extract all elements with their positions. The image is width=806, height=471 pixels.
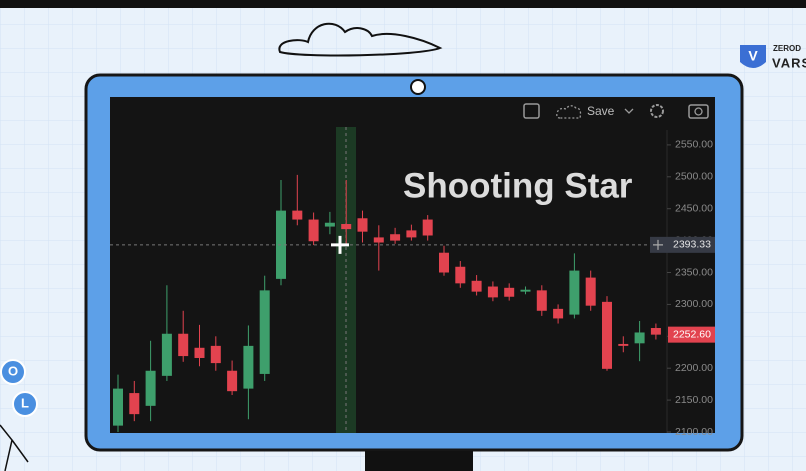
candle-body bbox=[243, 345, 254, 389]
candle-body bbox=[602, 301, 612, 369]
candle-body bbox=[536, 290, 547, 311]
candle-body bbox=[504, 287, 515, 297]
candle-body bbox=[585, 277, 596, 306]
cloud-icon[interactable] bbox=[556, 105, 582, 119]
badge-label: L bbox=[21, 395, 29, 410]
toolbar: Save bbox=[523, 103, 709, 119]
candle-body bbox=[178, 333, 189, 357]
candle-body bbox=[341, 224, 352, 230]
candle-body bbox=[194, 347, 205, 358]
logo-bottom: VARS bbox=[772, 55, 806, 70]
cursor bbox=[331, 235, 349, 254]
chart-screen bbox=[110, 97, 715, 433]
candle-body bbox=[553, 308, 564, 319]
candle-body bbox=[520, 289, 531, 292]
candle-body bbox=[634, 332, 645, 344]
crosshair-plus bbox=[653, 239, 663, 250]
candle-body bbox=[324, 222, 335, 227]
logo-top: ZEROD bbox=[773, 44, 801, 53]
crosshair-label-box bbox=[650, 236, 715, 253]
logo-mark: V bbox=[748, 48, 758, 64]
candle-body bbox=[487, 286, 498, 298]
candle-body bbox=[390, 234, 401, 241]
candle-body bbox=[292, 210, 303, 220]
y-tick-label: 2450.00 bbox=[675, 202, 713, 214]
candle-body bbox=[406, 230, 417, 238]
save-button[interactable]: Save bbox=[587, 104, 615, 118]
candle-body bbox=[259, 290, 270, 374]
cloud-doodle bbox=[278, 22, 443, 57]
candle-body bbox=[145, 370, 156, 406]
plot: 2100.002150.002200.002250.002300.002350.… bbox=[110, 139, 715, 438]
candle-body bbox=[455, 266, 466, 284]
logo-shield bbox=[740, 45, 766, 68]
badge bbox=[0, 359, 26, 385]
candle-body bbox=[210, 345, 221, 364]
candle-body bbox=[373, 237, 384, 243]
candle-body bbox=[357, 218, 368, 232]
y-tick-label: 2350.00 bbox=[675, 266, 713, 278]
y-tick-label: 2500.00 bbox=[675, 171, 713, 183]
last-price-box bbox=[668, 326, 715, 343]
y-tick-label: 2150.00 bbox=[675, 394, 713, 406]
candle-body bbox=[113, 388, 123, 426]
logo: V ZEROD VARS bbox=[740, 44, 806, 70]
candle-body bbox=[422, 219, 433, 236]
candle-body bbox=[227, 370, 238, 392]
crosshair-label: 2393.33 bbox=[673, 239, 711, 251]
badge bbox=[12, 391, 38, 417]
save-menu[interactable] bbox=[624, 108, 634, 114]
badges: O L bbox=[0, 359, 38, 471]
candle-body bbox=[569, 270, 580, 315]
candle-body bbox=[439, 252, 449, 273]
candle-body bbox=[161, 333, 172, 376]
monitor-stand bbox=[365, 451, 473, 471]
candle-body bbox=[618, 343, 629, 346]
candle-body bbox=[471, 280, 482, 292]
camera-lens bbox=[694, 107, 703, 116]
y-tick-label: 2300.00 bbox=[675, 298, 713, 310]
layout-button[interactable] bbox=[523, 103, 540, 119]
y-tick-label: 2550.00 bbox=[675, 139, 713, 151]
screenshot-button[interactable] bbox=[688, 104, 709, 119]
top-bar bbox=[0, 0, 806, 8]
camera bbox=[410, 79, 426, 95]
settings-button[interactable] bbox=[650, 104, 664, 118]
doodle bbox=[0, 424, 29, 471]
candle-body bbox=[129, 393, 140, 415]
candle-body bbox=[650, 328, 661, 335]
badge-label: O bbox=[8, 363, 18, 378]
last-price-label: 2252.60 bbox=[673, 328, 711, 340]
y-tick-label: 2200.00 bbox=[675, 362, 713, 374]
y-tick-label: 2100.00 bbox=[675, 426, 713, 438]
annotation: Shooting Star bbox=[403, 166, 633, 205]
candle-body bbox=[308, 219, 319, 242]
